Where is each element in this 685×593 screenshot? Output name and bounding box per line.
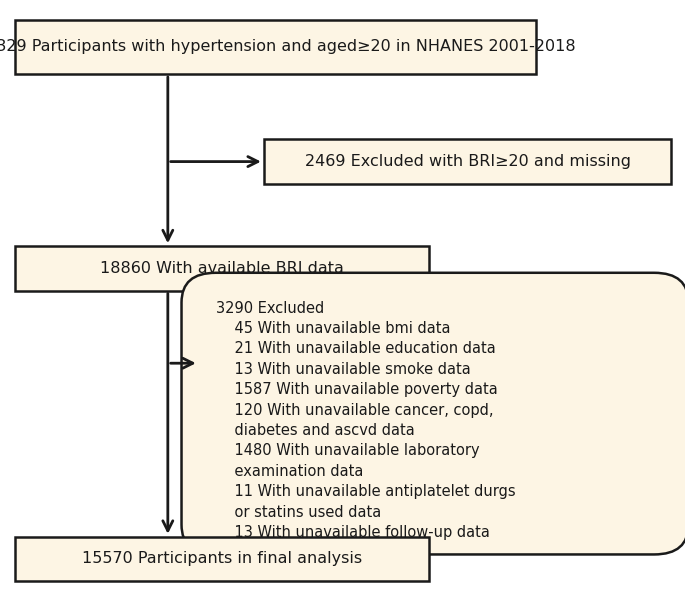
- Text: 15570 Participants in final analysis: 15570 Participants in final analysis: [82, 551, 362, 566]
- FancyBboxPatch shape: [182, 273, 685, 554]
- Text: 2469 Excluded with BRI≥20 and missing: 2469 Excluded with BRI≥20 and missing: [305, 154, 630, 169]
- FancyBboxPatch shape: [15, 246, 429, 291]
- Text: 21329 Participants with hypertension and aged≥20 in NHANES 2001-2018: 21329 Participants with hypertension and…: [0, 39, 575, 55]
- FancyBboxPatch shape: [264, 139, 671, 184]
- FancyBboxPatch shape: [15, 537, 429, 581]
- Text: 18860 With available BRI data: 18860 With available BRI data: [100, 261, 345, 276]
- FancyBboxPatch shape: [15, 20, 536, 74]
- Text: 3290 Excluded
    45 With unavailable bmi data
    21 With unavailable education: 3290 Excluded 45 With unavailable bmi da…: [216, 301, 515, 540]
